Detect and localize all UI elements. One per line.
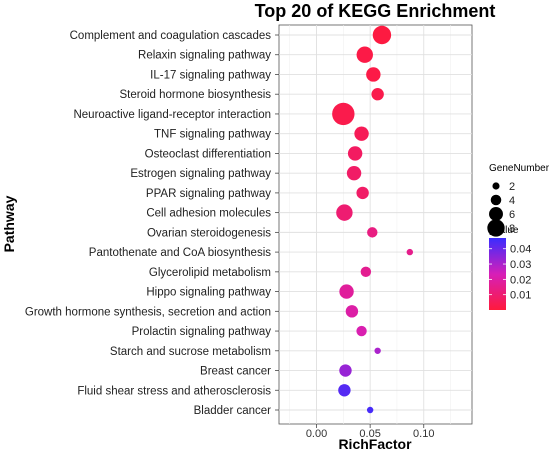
data-point xyxy=(338,384,351,397)
category-label: Cell adhesion molecules xyxy=(146,208,271,220)
size-legend-label: 6 xyxy=(509,209,515,221)
category-label: TNF signaling pathway xyxy=(154,129,271,141)
category-label: PPAR signaling pathway xyxy=(146,188,271,200)
x-tick-label: 0.00 xyxy=(306,428,327,440)
data-point xyxy=(346,165,362,181)
x-tick-labels: 0.00 0.05 0.10 xyxy=(306,424,434,440)
category-label: Relaxin signaling pathway xyxy=(138,50,271,62)
category-label: Growth hormone synthesis, secretion and … xyxy=(25,306,271,318)
color-legend-label: 0.04 xyxy=(510,244,531,256)
category-labels: Complement and coagulation cascades Relax… xyxy=(25,30,279,417)
data-point xyxy=(356,186,369,200)
data-point xyxy=(336,204,353,221)
size-legend-label: 4 xyxy=(509,195,515,207)
category-label: Pantothenate and CoA biosynthesis xyxy=(89,247,271,259)
category-label: IL-17 signaling pathway xyxy=(150,69,271,81)
data-point xyxy=(360,266,372,278)
size-legend-dot xyxy=(490,194,502,206)
size-legend-dot xyxy=(492,182,500,190)
data-point xyxy=(356,46,373,63)
data-point xyxy=(356,325,367,337)
category-label: Breast cancer xyxy=(200,366,271,378)
data-point xyxy=(367,227,378,238)
color-legend-title: pvalue xyxy=(489,225,519,236)
plot-panel xyxy=(278,24,473,425)
data-point xyxy=(332,102,355,126)
size-legend-dot xyxy=(489,207,503,221)
category-label: Hippo signaling pathway xyxy=(146,287,271,299)
category-label: Osteoclast differentiation xyxy=(145,148,271,160)
data-points xyxy=(332,25,414,414)
category-label: Starch and sucrose metabolism xyxy=(110,346,271,358)
color-legend-label: 0.03 xyxy=(510,259,531,271)
data-point xyxy=(354,126,369,141)
color-bar xyxy=(489,238,506,310)
x-tick-label: 0.10 xyxy=(413,428,434,440)
category-label: Neuroactive ligand-receptor interaction xyxy=(73,109,271,121)
data-point xyxy=(339,284,354,299)
data-point xyxy=(345,305,359,318)
chart-title: Top 20 of KEGG Enrichment xyxy=(255,1,496,21)
y-axis-title: Pathway xyxy=(1,195,17,252)
data-point xyxy=(366,67,381,82)
category-label: Estrogen signaling pathway xyxy=(130,168,271,180)
data-point xyxy=(374,347,381,354)
size-legend-label: 2 xyxy=(509,181,515,193)
x-tick-label: 0.05 xyxy=(359,428,380,440)
category-label: Prolactin signaling pathway xyxy=(132,326,272,338)
data-point xyxy=(372,25,392,45)
size-legend: GeneNumber 2 4 6 8 xyxy=(487,163,550,237)
category-label: Glycerolipid metabolism xyxy=(149,267,271,279)
data-point xyxy=(406,248,414,256)
color-legend: pvalue 0.04 0.03 0.02 0.01 xyxy=(489,225,531,310)
color-legend-label: 0.02 xyxy=(510,274,531,286)
data-point xyxy=(366,406,374,414)
data-point xyxy=(339,364,352,377)
size-legend-title: GeneNumber xyxy=(489,163,550,174)
category-label: Ovarian steroidogenesis xyxy=(147,227,271,239)
size-legend-dot xyxy=(487,219,505,237)
size-legend-label: 8 xyxy=(509,223,515,235)
color-legend-label: 0.01 xyxy=(510,290,531,302)
category-label: Fluid shear stress and atherosclerosis xyxy=(77,385,271,397)
category-label: Bladder cancer xyxy=(194,405,272,417)
data-point xyxy=(347,146,363,161)
category-label: Steroid hormone biosynthesis xyxy=(120,89,272,101)
x-axis-title: RichFactor xyxy=(338,436,412,452)
category-label: Complement and coagulation cascades xyxy=(70,30,272,42)
data-point xyxy=(371,88,384,101)
